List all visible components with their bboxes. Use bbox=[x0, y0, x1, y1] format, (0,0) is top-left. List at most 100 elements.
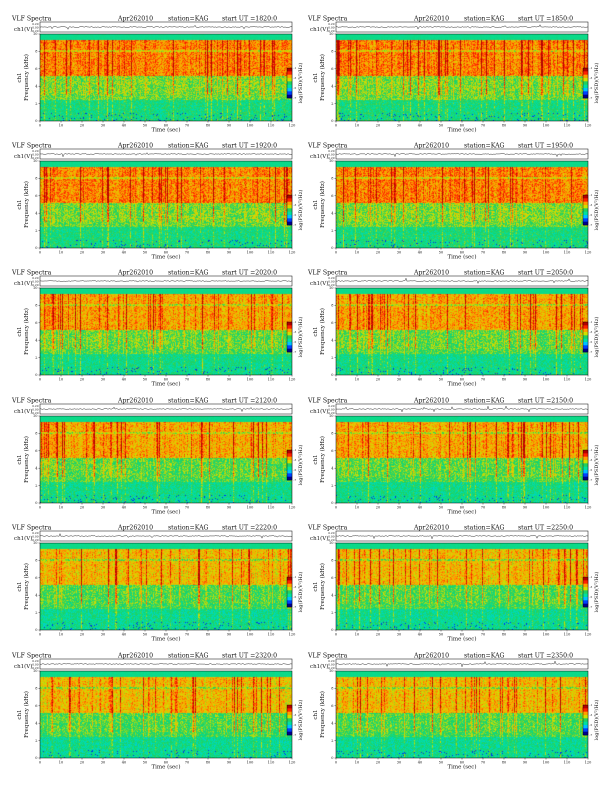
colorbar-frame bbox=[582, 67, 589, 99]
waveform-trace bbox=[335, 277, 589, 284]
colorbar-frame bbox=[582, 704, 589, 736]
x-axis-label: Time (sec) bbox=[447, 509, 476, 516]
colorbar-tick-label: -1 bbox=[294, 320, 297, 324]
waveform-label: ch1(V) bbox=[14, 535, 32, 542]
x-tick-label: 20 bbox=[80, 251, 84, 255]
colorbar-swatch bbox=[583, 91, 588, 95]
y-tick-label: 2 bbox=[331, 229, 333, 233]
colorbar-swatch bbox=[287, 335, 292, 339]
x-tick-label: 70 bbox=[481, 378, 485, 382]
x-tick-label: 100 bbox=[543, 761, 550, 765]
x-tick-label: 10 bbox=[59, 506, 63, 510]
panel-date: Apr262010 bbox=[117, 525, 153, 532]
x-tick-label: 70 bbox=[185, 378, 189, 382]
x-tick-label: 60 bbox=[460, 633, 464, 637]
colorbar-swatch bbox=[287, 195, 292, 199]
colorbar-swatch bbox=[583, 453, 588, 457]
y-tick-label: 8 bbox=[331, 432, 333, 436]
y-tick-label: 8 bbox=[331, 687, 333, 691]
colorbar-swatch bbox=[287, 325, 292, 329]
x-tick-label: 30 bbox=[397, 633, 401, 637]
x-axis-label: Time (sec) bbox=[447, 254, 476, 261]
panel-date: Apr262010 bbox=[413, 525, 449, 532]
colorbar-tick-label: -5 bbox=[590, 213, 593, 217]
colorbar-frame bbox=[582, 576, 589, 608]
x-axis-label: Time (sec) bbox=[151, 381, 180, 388]
x-tick-label: 0 bbox=[39, 378, 41, 382]
spectrogram-svg: VLF Spectra Apr262010 station=KAG start UT … bbox=[11, 525, 304, 643]
colorbar-swatch bbox=[287, 88, 292, 92]
waveform-trace bbox=[39, 406, 293, 413]
panel-title: VLF Spectra bbox=[307, 16, 348, 23]
x-tick-label: 120 bbox=[585, 761, 592, 765]
x-tick-label: 20 bbox=[376, 251, 380, 255]
x-tick-label: 120 bbox=[289, 251, 296, 255]
waveform-frame bbox=[39, 21, 293, 33]
y-tick-label: 2 bbox=[35, 102, 37, 106]
colorbar-swatch bbox=[583, 728, 588, 732]
waveform-tick-label: 0.20 bbox=[32, 404, 38, 408]
y-tick-label: 10 bbox=[33, 159, 37, 163]
y-axis-channel-label: ch1 bbox=[17, 199, 23, 209]
colorbar-swatch bbox=[287, 577, 292, 581]
colorbar-swatch bbox=[583, 466, 588, 471]
colorbar-frame bbox=[286, 704, 293, 736]
panel-station: station=KAG bbox=[168, 16, 209, 23]
colorbar-swatch bbox=[583, 577, 588, 581]
colorbar-swatch bbox=[287, 453, 292, 457]
x-tick-label: 50 bbox=[439, 506, 443, 510]
waveform-tick-label: -0.20 bbox=[327, 29, 334, 33]
panel-date: Apr262010 bbox=[117, 653, 153, 660]
y-tick-label: 10 bbox=[329, 669, 333, 673]
x-tick-label: 110 bbox=[564, 251, 571, 255]
y-tick-label: 8 bbox=[331, 50, 333, 54]
x-tick-label: 30 bbox=[101, 506, 105, 510]
y-tick-label: 2 bbox=[331, 102, 333, 106]
panel-title: VLF Spectra bbox=[11, 143, 52, 150]
x-tick-label: 50 bbox=[143, 251, 147, 255]
y-tick-label: 0 bbox=[35, 501, 37, 505]
y-axis-label: Frequency (kHz) bbox=[23, 436, 30, 483]
x-tick-label: 20 bbox=[80, 761, 84, 765]
colorbar-swatch bbox=[583, 708, 588, 712]
waveform-tick-label: -0.20 bbox=[31, 29, 38, 33]
x-tick-label: 40 bbox=[122, 378, 126, 382]
spectrogram-panel: VLF Spectra Apr262010 station=KAG start UT … bbox=[304, 523, 604, 651]
y-axis-label: Frequency (kHz) bbox=[319, 181, 326, 228]
x-tick-label: 80 bbox=[502, 506, 506, 510]
waveform-label: ch1(V) bbox=[310, 153, 328, 160]
waveform-tick-label: 0.20 bbox=[328, 22, 334, 26]
colorbar-swatch bbox=[287, 590, 292, 594]
x-tick-label: 30 bbox=[397, 378, 401, 382]
waveform-trace bbox=[335, 405, 589, 413]
waveform-tick-label: 0.20 bbox=[328, 531, 334, 535]
colorbar-swatch bbox=[287, 597, 292, 601]
panel-start-ut: start UT =1950:0 bbox=[518, 143, 573, 150]
colorbar-swatch bbox=[583, 600, 588, 604]
x-tick-label: 60 bbox=[460, 506, 464, 510]
colorbar-swatch bbox=[287, 580, 292, 584]
waveform-tick-label: 0.00 bbox=[32, 280, 38, 284]
y-tick-label: 8 bbox=[35, 50, 37, 54]
x-tick-label: 20 bbox=[80, 633, 84, 637]
colorbar-tick-label: -1 bbox=[590, 448, 593, 452]
x-axis-label: Time (sec) bbox=[447, 764, 476, 771]
panel-date: Apr262010 bbox=[413, 270, 449, 277]
colorbar-tick-label: -3 bbox=[590, 713, 593, 717]
y-tick-label: 10 bbox=[329, 32, 333, 36]
panel-title: VLF Spectra bbox=[307, 398, 348, 405]
colorbar-swatch bbox=[287, 81, 292, 85]
y-axis-channel-label: ch1 bbox=[313, 709, 319, 719]
y-axis-channel-label: ch1 bbox=[17, 581, 23, 591]
y-tick-label: 6 bbox=[35, 321, 37, 325]
colorbar-tick-label: -5 bbox=[294, 340, 297, 344]
waveform-tick-label: 0.00 bbox=[32, 26, 38, 30]
colorbar-tick-label: -1 bbox=[294, 193, 297, 197]
y-tick-label: 0 bbox=[331, 628, 333, 632]
x-tick-label: 90 bbox=[227, 251, 231, 255]
y-axis-channel-label: ch1 bbox=[313, 199, 319, 209]
panel-station: station=KAG bbox=[464, 270, 505, 277]
x-tick-label: 70 bbox=[185, 124, 189, 128]
waveform-tick-label: 0.20 bbox=[32, 149, 38, 153]
x-tick-label: 90 bbox=[227, 761, 231, 765]
